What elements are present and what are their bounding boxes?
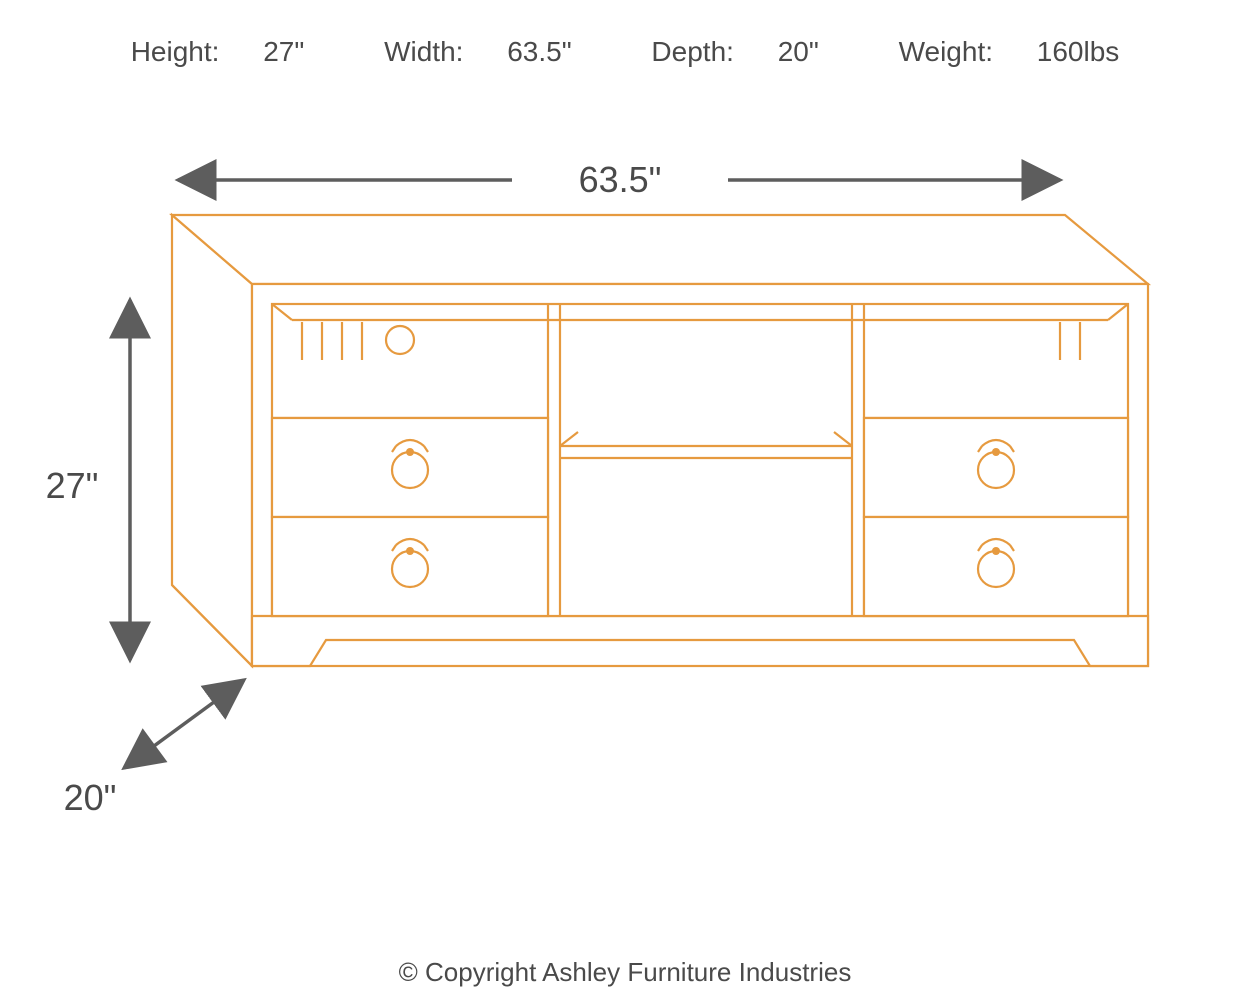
furniture-diagram: 63.5" 27" 20": [0, 0, 1250, 1000]
width-dim-label: 63.5": [579, 159, 662, 200]
depth-arrow: [124, 680, 244, 768]
furniture-body: [172, 215, 1148, 666]
height-dim-label: 27": [46, 465, 99, 506]
copyright-text: © Copyright Ashley Furniture Industries: [0, 957, 1250, 988]
depth-dim-label: 20": [64, 777, 117, 818]
